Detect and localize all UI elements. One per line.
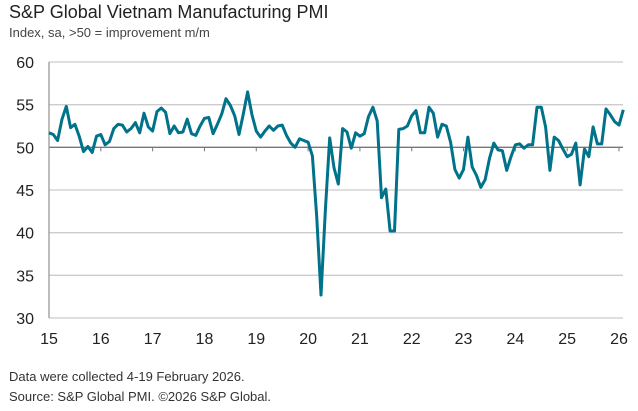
source-note: Source: S&P Global PMI. ©2026 S&P Global… (9, 389, 272, 404)
x-tick-label: 17 (144, 331, 162, 348)
x-tick-label: 22 (403, 331, 421, 348)
y-tick-label: 45 (16, 183, 34, 200)
x-tick-label: 18 (196, 331, 214, 348)
data-collection-note: Data were collected 4-19 February 2026. (9, 369, 245, 384)
y-tick-label: 30 (16, 311, 34, 328)
y-tick-label: 55 (16, 98, 34, 115)
x-tick-label: 15 (40, 331, 58, 348)
y-tick-label: 50 (16, 140, 34, 157)
x-tick-label: 19 (247, 331, 265, 348)
x-tick-label: 16 (92, 331, 110, 348)
y-tick-label: 40 (16, 226, 34, 243)
pmi-series-line (48, 90, 625, 297)
x-tick-label: 21 (351, 331, 369, 348)
chart-title: S&P Global Vietnam Manufacturing PMI (9, 2, 329, 22)
x-tick-label: 24 (506, 331, 524, 348)
x-tick-label: 20 (299, 331, 317, 348)
y-tick-label: 35 (16, 268, 34, 285)
y-tick-label: 60 (16, 55, 34, 72)
x-tick-label: 26 (610, 331, 628, 348)
x-tick-label: 25 (558, 331, 576, 348)
x-tick-label: 23 (455, 331, 473, 348)
chart-subtitle: Index, sa, >50 = improvement m/m (9, 25, 210, 40)
